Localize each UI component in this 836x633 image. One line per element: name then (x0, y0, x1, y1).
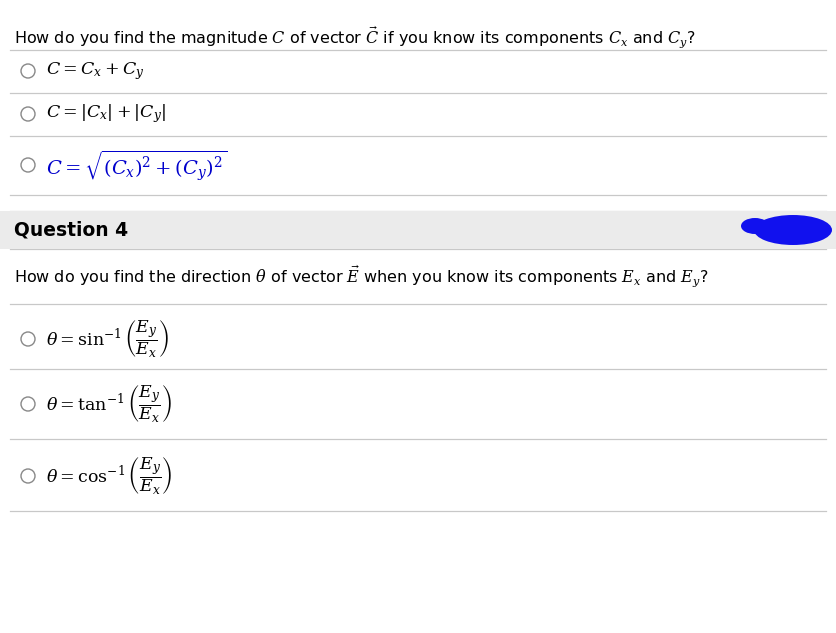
Circle shape (757, 229, 763, 235)
Text: $C = |C_x| + |C_y|$: $C = |C_x| + |C_y|$ (46, 103, 166, 125)
Text: Question 4: Question 4 (14, 220, 128, 239)
Ellipse shape (741, 218, 769, 234)
Ellipse shape (754, 215, 832, 245)
Text: $\theta = \cos^{-1}\left(\dfrac{E_y}{E_x}\right)$: $\theta = \cos^{-1}\left(\dfrac{E_y}{E_x… (46, 455, 172, 497)
Text: $\theta = \sin^{-1}\left(\dfrac{E_y}{E_x}\right)$: $\theta = \sin^{-1}\left(\dfrac{E_y}{E_x… (46, 318, 169, 360)
Text: $C = C_x + C_y$: $C = C_x + C_y$ (46, 60, 145, 82)
Text: How do you find the direction $\theta$ of vector $\vec{E}$ when you know its com: How do you find the direction $\theta$ o… (14, 264, 708, 289)
Text: How do you find the magnitude $C$ of vector $\vec{C}$ if you know its components: How do you find the magnitude $C$ of vec… (14, 25, 696, 50)
FancyBboxPatch shape (0, 211, 836, 249)
Text: $\theta = \tan^{-1}\left(\dfrac{E_y}{E_x}\right)$: $\theta = \tan^{-1}\left(\dfrac{E_y}{E_x… (46, 383, 171, 425)
Text: $C = \sqrt{(C_x)^2 + (C_y)^2}$: $C = \sqrt{(C_x)^2 + (C_y)^2}$ (46, 148, 227, 182)
